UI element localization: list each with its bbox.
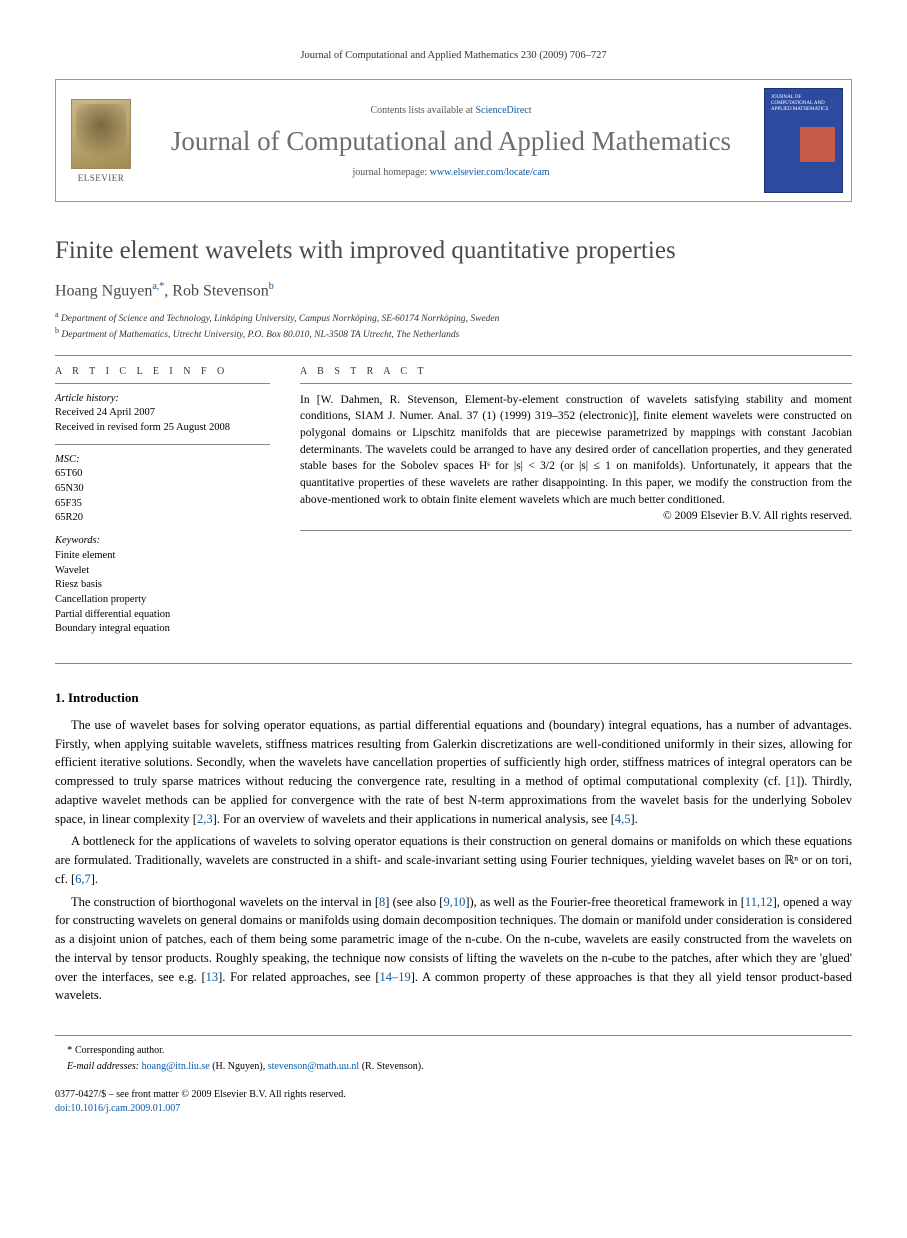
msc-code: 65T60 xyxy=(55,467,270,482)
msc-code: 65R20 xyxy=(55,511,270,526)
article-title: Finite element wavelets with improved qu… xyxy=(55,237,852,265)
paragraph: A bottleneck for the applications of wav… xyxy=(55,832,852,888)
email-line: E-mail addresses: hoang@itn.liu.se (H. N… xyxy=(67,1059,852,1074)
homepage-prefix: journal homepage: xyxy=(352,167,429,178)
keyword: Cancellation property xyxy=(55,593,270,608)
page: Journal of Computational and Applied Mat… xyxy=(0,0,907,1156)
abstract-copyright: © 2009 Elsevier B.V. All rights reserved… xyxy=(300,510,852,522)
author-2-name: Rob Stevenson xyxy=(172,282,268,299)
corresponding-author-line: * Corresponding author. xyxy=(67,1042,852,1059)
journal-cover-thumb: JOURNAL OF COMPUTATIONAL AND APPLIED MAT… xyxy=(756,80,851,201)
msc-label: MSC: xyxy=(55,453,270,468)
keyword: Boundary integral equation xyxy=(55,622,270,637)
section-heading: 1. Introduction xyxy=(55,690,852,706)
doi-block: 0377-0427/$ – see front matter © 2009 El… xyxy=(55,1088,852,1116)
elsevier-logo: ELSEVIER xyxy=(56,80,146,201)
divider xyxy=(55,383,270,384)
divider xyxy=(55,663,852,664)
keyword: Finite element xyxy=(55,549,270,564)
author-1-name: Hoang Nguyen xyxy=(55,282,152,299)
elsevier-tree-icon xyxy=(71,99,131,169)
doi-link[interactable]: doi:10.1016/j.cam.2009.01.007 xyxy=(55,1103,180,1114)
running-head: Journal of Computational and Applied Mat… xyxy=(55,50,852,61)
homepage-link[interactable]: www.elsevier.com/locate/cam xyxy=(430,167,550,178)
history-label: Article history: xyxy=(55,392,270,407)
authors-line: Hoang Nguyena,*, Rob Stevensonb xyxy=(55,281,852,300)
homepage-line: journal homepage: www.elsevier.com/locat… xyxy=(156,167,746,178)
article-history-block: Article history: Received 24 April 2007 … xyxy=(55,392,270,436)
divider xyxy=(55,355,852,356)
footer-block: * Corresponding author. E-mail addresses… xyxy=(55,1035,852,1074)
msc-block: MSC: 65T60 65N30 65F35 65R20 xyxy=(55,453,270,526)
contents-available-line: Contents lists available at ScienceDirec… xyxy=(156,105,746,116)
divider xyxy=(300,383,852,384)
keyword: Wavelet xyxy=(55,564,270,579)
journal-cover-image: JOURNAL OF COMPUTATIONAL AND APPLIED MAT… xyxy=(764,88,843,193)
cover-title: JOURNAL OF COMPUTATIONAL AND APPLIED MAT… xyxy=(771,95,836,113)
affiliation-a: a Department of Science and Technology, … xyxy=(55,310,852,324)
divider xyxy=(55,444,270,445)
keyword: Partial differential equation xyxy=(55,608,270,623)
sciencedirect-link[interactable]: ScienceDirect xyxy=(475,105,531,116)
corresponding-label: Corresponding author. xyxy=(75,1045,164,1056)
received-date: Received 24 April 2007 xyxy=(55,406,270,421)
revised-date: Received in revised form 25 August 2008 xyxy=(55,421,270,436)
info-abstract-row: A R T I C L E I N F O Article history: R… xyxy=(55,366,852,645)
paragraph: The construction of biorthogonal wavelet… xyxy=(55,893,852,1006)
email-2-who: (R. Stevenson). xyxy=(362,1061,424,1072)
affiliation-a-text: Department of Science and Technology, Li… xyxy=(61,314,499,324)
author-2-affil-sup: b xyxy=(269,281,274,292)
affiliation-b-text: Department of Mathematics, Utrecht Unive… xyxy=(61,331,459,341)
abstract-column: A B S T R A C T In [W. Dahmen, R. Steven… xyxy=(300,366,852,645)
journal-name: Journal of Computational and Applied Mat… xyxy=(156,126,746,157)
journal-header-box: ELSEVIER Contents lists available at Sci… xyxy=(55,79,852,202)
abstract-heading: A B S T R A C T xyxy=(300,366,852,377)
email-link-1[interactable]: hoang@itn.liu.se xyxy=(142,1061,210,1072)
keywords-block: Keywords: Finite element Wavelet Riesz b… xyxy=(55,534,270,637)
keywords-label: Keywords: xyxy=(55,534,270,549)
email-1-who: (H. Nguyen), xyxy=(212,1061,265,1072)
elsevier-wordmark: ELSEVIER xyxy=(78,173,125,183)
front-matter-line: 0377-0427/$ – see front matter © 2009 El… xyxy=(55,1088,852,1102)
keyword: Riesz basis xyxy=(55,578,270,593)
email-link-2[interactable]: stevenson@math.uu.nl xyxy=(268,1061,359,1072)
article-info-column: A R T I C L E I N F O Article history: R… xyxy=(55,366,270,645)
email-label: E-mail addresses: xyxy=(67,1061,139,1072)
contents-prefix: Contents lists available at xyxy=(370,105,475,116)
divider xyxy=(300,530,852,531)
header-center: Contents lists available at ScienceDirec… xyxy=(146,80,756,201)
affiliation-b: b Department of Mathematics, Utrecht Uni… xyxy=(55,326,852,340)
paragraph: The use of wavelet bases for solving ope… xyxy=(55,716,852,829)
article-info-heading: A R T I C L E I N F O xyxy=(55,366,270,377)
abstract-text: In [W. Dahmen, R. Stevenson, Element-by-… xyxy=(300,392,852,509)
msc-code: 65N30 xyxy=(55,482,270,497)
msc-code: 65F35 xyxy=(55,497,270,512)
